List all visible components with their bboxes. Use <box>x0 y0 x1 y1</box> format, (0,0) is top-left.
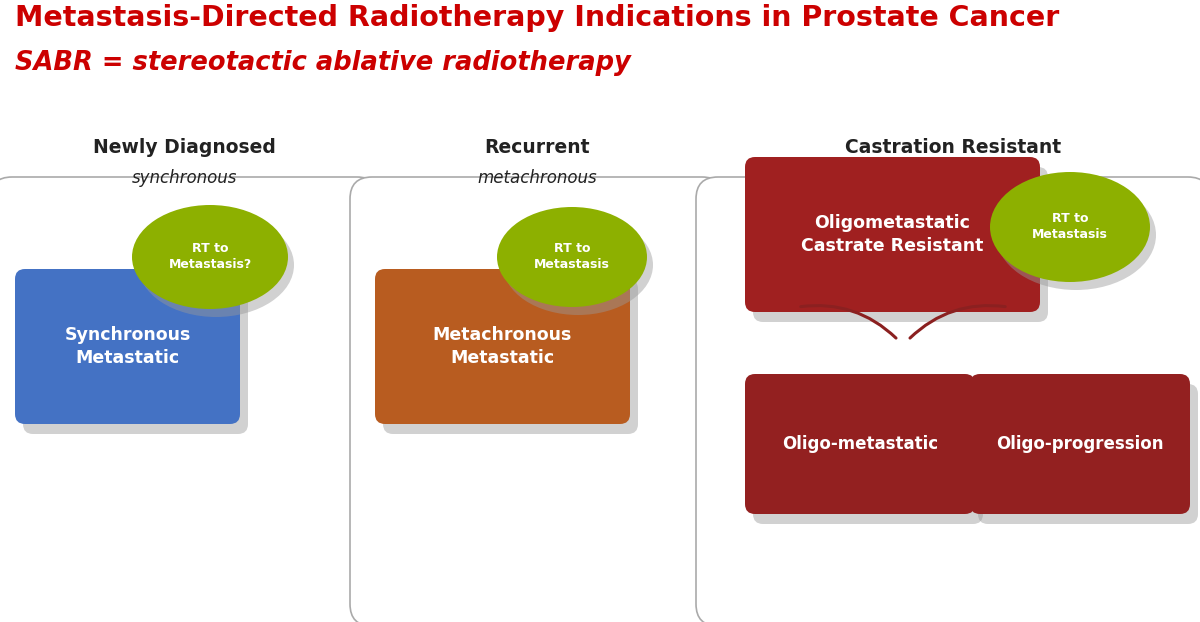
FancyBboxPatch shape <box>978 384 1198 524</box>
Ellipse shape <box>497 207 647 307</box>
Text: Oligo-metastatic: Oligo-metastatic <box>782 435 938 453</box>
FancyBboxPatch shape <box>754 384 983 524</box>
FancyBboxPatch shape <box>970 374 1190 514</box>
Text: Castration Resistant: Castration Resistant <box>845 138 1061 157</box>
FancyBboxPatch shape <box>350 177 724 622</box>
FancyBboxPatch shape <box>383 279 638 434</box>
Text: Synchronous
Metastatic: Synchronous Metastatic <box>65 326 191 368</box>
Ellipse shape <box>132 205 288 309</box>
FancyBboxPatch shape <box>23 279 248 434</box>
Text: Metastasis-Directed Radiotherapy Indications in Prostate Cancer: Metastasis-Directed Radiotherapy Indicat… <box>14 4 1060 32</box>
Ellipse shape <box>138 213 294 317</box>
FancyBboxPatch shape <box>696 177 1200 622</box>
Text: synchronous: synchronous <box>132 169 238 187</box>
Ellipse shape <box>990 172 1150 282</box>
Ellipse shape <box>503 215 653 315</box>
Text: SABR = stereotactic ablative radiotherapy: SABR = stereotactic ablative radiotherap… <box>14 50 631 76</box>
Text: RT to
Metastasis?: RT to Metastasis? <box>168 243 252 271</box>
FancyBboxPatch shape <box>745 157 1040 312</box>
Text: RT to
Metastasis: RT to Metastasis <box>1032 213 1108 241</box>
Text: metachronous: metachronous <box>478 169 596 187</box>
Text: Newly Diagnosed: Newly Diagnosed <box>94 138 276 157</box>
Text: Recurrent: Recurrent <box>485 138 589 157</box>
FancyBboxPatch shape <box>14 269 240 424</box>
FancyBboxPatch shape <box>374 269 630 424</box>
Text: RT to
Metastasis: RT to Metastasis <box>534 243 610 271</box>
FancyBboxPatch shape <box>754 167 1048 322</box>
Ellipse shape <box>996 180 1156 290</box>
Text: Metachronous
Metastatic: Metachronous Metastatic <box>433 326 572 368</box>
Text: Oligometastatic
Castrate Resistant: Oligometastatic Castrate Resistant <box>802 214 984 255</box>
FancyBboxPatch shape <box>745 374 974 514</box>
FancyBboxPatch shape <box>0 177 379 622</box>
Text: Oligo-progression: Oligo-progression <box>996 435 1164 453</box>
